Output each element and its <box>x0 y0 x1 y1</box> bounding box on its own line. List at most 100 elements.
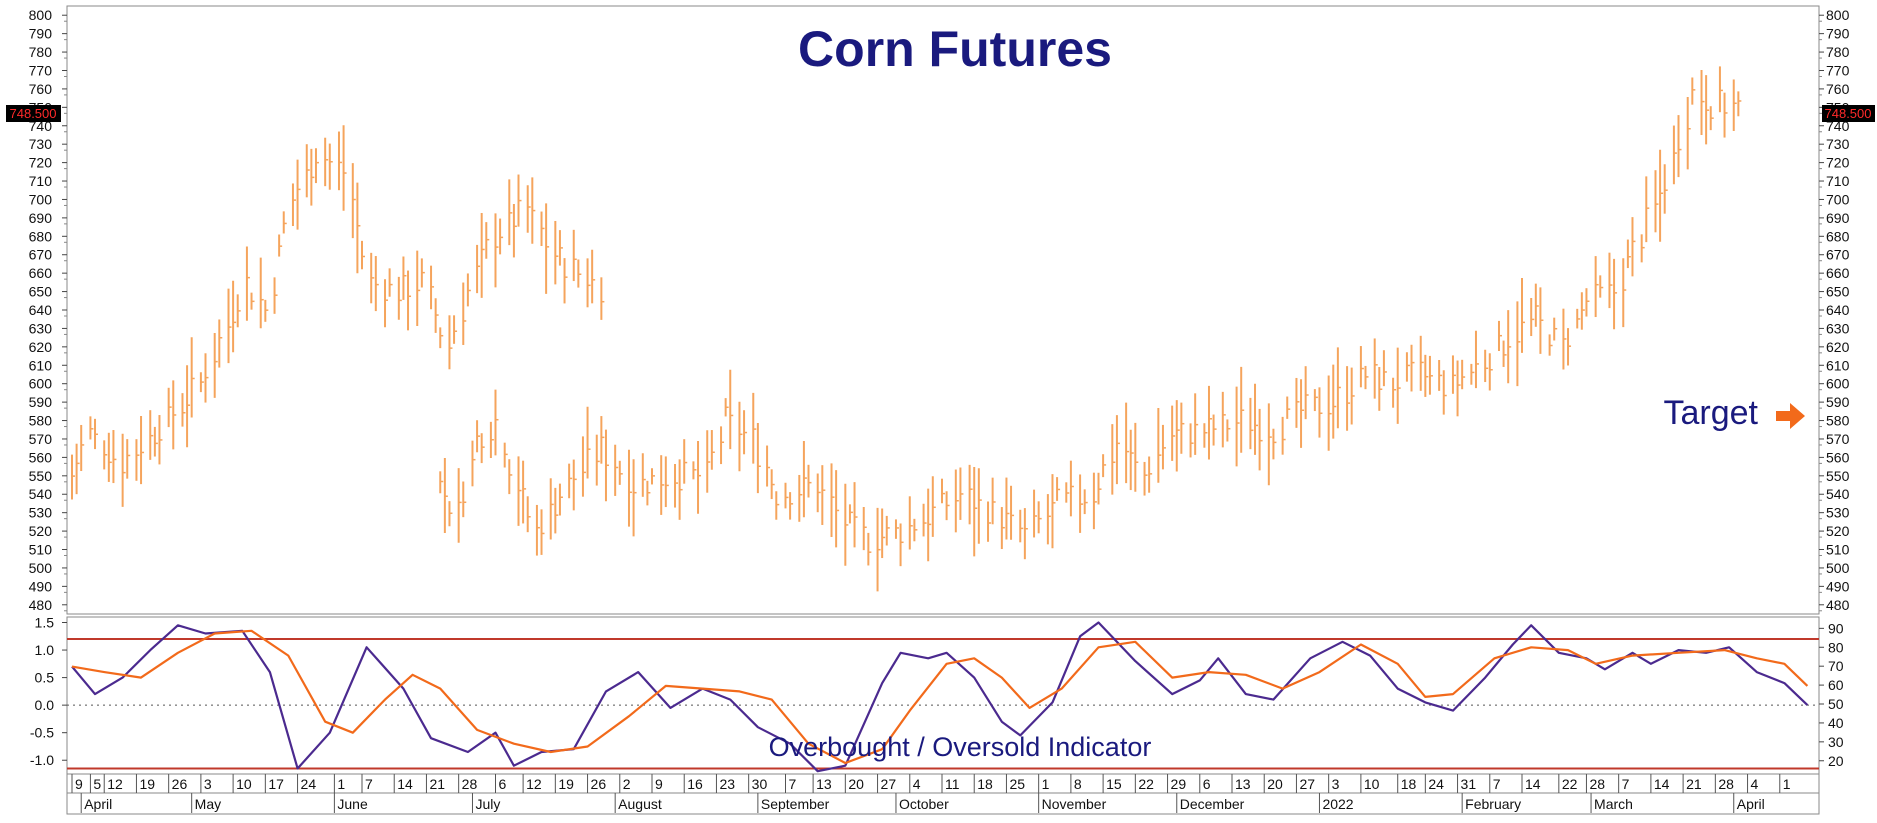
price-tick-label-right: 760 <box>1826 81 1850 97</box>
day-tick-label: 22 <box>1138 776 1154 792</box>
day-tick-label: 7 <box>788 776 796 792</box>
month-tick-label: April <box>1737 796 1765 812</box>
day-tick-label: 13 <box>1235 776 1251 792</box>
price-tick-label-left: 560 <box>29 449 53 465</box>
indicator-tick-label-right: 40 <box>1828 715 1844 731</box>
price-tick-label-left: 700 <box>29 191 53 207</box>
month-tick-label: November <box>1042 796 1107 812</box>
day-tick-label: 24 <box>301 776 317 792</box>
month-tick-label: September <box>761 796 830 812</box>
price-tick-label-left: 570 <box>29 431 53 447</box>
day-tick-label: 10 <box>236 776 252 792</box>
price-tick-label-right: 690 <box>1826 210 1850 226</box>
chart-title: Corn Futures <box>798 21 1112 77</box>
price-tick-label-left: 490 <box>29 578 53 594</box>
indicator-tick-label-left: -0.5 <box>30 725 54 741</box>
month-tick-label: March <box>1594 796 1633 812</box>
day-tick-label: 7 <box>1622 776 1630 792</box>
day-tick-label: 4 <box>1751 776 1759 792</box>
indicator-tick-label-left: -1.0 <box>30 752 54 768</box>
price-tick-label-left: 680 <box>29 228 53 244</box>
price-tick-label-right: 540 <box>1826 486 1850 502</box>
indicator-tick-label-left: 0.0 <box>35 697 55 713</box>
day-tick-label: 1 <box>1042 776 1050 792</box>
price-tick-label-left: 520 <box>29 523 53 539</box>
date-axis-frame <box>66 773 1820 815</box>
price-tick-label-left: 580 <box>29 413 53 429</box>
price-tick-label-left: 670 <box>29 247 53 263</box>
day-tick-label: 29 <box>1171 776 1187 792</box>
price-tick-label-right: 680 <box>1826 228 1850 244</box>
day-tick-label: 14 <box>397 776 413 792</box>
day-tick-label: 1 <box>1783 776 1791 792</box>
price-tick-label-right: 630 <box>1826 320 1850 336</box>
month-tick-label: February <box>1465 796 1521 812</box>
price-tick-label-left: 690 <box>29 210 53 226</box>
signal-line <box>71 629 1809 765</box>
target-arrow-icon <box>1776 403 1805 429</box>
day-tick-label: 9 <box>655 776 663 792</box>
price-tag-left: 748.500 <box>6 105 61 122</box>
month-tick-label: August <box>618 796 662 812</box>
indicator-tick-label-left: 1.0 <box>35 642 55 658</box>
day-tick-label: 19 <box>139 776 155 792</box>
price-tick-label-right: 600 <box>1826 376 1850 392</box>
day-tick-label: 7 <box>365 776 373 792</box>
price-tick-label-left: 780 <box>29 44 53 60</box>
price-tick-label-left: 800 <box>29 7 53 23</box>
day-tick-label: 5 <box>93 776 101 792</box>
price-tag-right: 748.500 <box>1822 105 1875 122</box>
month-tick-label: April <box>84 796 112 812</box>
price-tick-label-left: 590 <box>29 394 53 410</box>
day-tick-label: 13 <box>816 776 832 792</box>
day-tick-label: 22 <box>1562 776 1578 792</box>
price-tick-label-left: 650 <box>29 284 53 300</box>
day-tick-label: 18 <box>1401 776 1417 792</box>
price-tick-label-right: 550 <box>1826 468 1850 484</box>
price-tick-label-left: 510 <box>29 542 53 558</box>
day-tick-label: 21 <box>1686 776 1702 792</box>
price-tick-label-left: 540 <box>29 486 53 502</box>
indicator-tick-label-right: 90 <box>1828 620 1844 636</box>
month-tick-label: December <box>1180 796 1245 812</box>
day-tick-label: 6 <box>498 776 506 792</box>
day-tick-label: 4 <box>913 776 921 792</box>
day-tick-label: 2 <box>623 776 631 792</box>
day-tick-label: 27 <box>881 776 897 792</box>
day-tick-label: 1 <box>337 776 345 792</box>
day-tick-label: 26 <box>591 776 607 792</box>
day-tick-label: 9 <box>75 776 83 792</box>
price-tick-label-right: 640 <box>1826 302 1850 318</box>
price-tick-label-left: 550 <box>29 468 53 484</box>
price-tick-label-right: 730 <box>1826 136 1850 152</box>
price-tick-label-left: 660 <box>29 265 53 281</box>
month-tick-label: May <box>195 796 221 812</box>
price-bars <box>71 66 1742 592</box>
price-tick-label-left: 500 <box>29 560 53 576</box>
day-tick-label: 10 <box>1364 776 1380 792</box>
month-tick-label: June <box>337 796 368 812</box>
price-tick-label-left: 630 <box>29 320 53 336</box>
day-tick-label: 28 <box>1718 776 1734 792</box>
month-tick-label: 2022 <box>1322 796 1353 812</box>
price-tick-label-right: 590 <box>1826 394 1850 410</box>
price-tick-label-left: 710 <box>29 173 53 189</box>
day-tick-label: 28 <box>462 776 478 792</box>
price-tick-label-right: 780 <box>1826 44 1850 60</box>
price-tick-label-right: 610 <box>1826 357 1850 373</box>
price-tick-label-right: 770 <box>1826 62 1850 78</box>
price-axis-ticks: 480 480 490 490 500 500 510 510 520 520 530 530 540 5… <box>29 7 1850 613</box>
day-tick-label: 15 <box>1106 776 1122 792</box>
day-tick-label: 24 <box>1428 776 1444 792</box>
day-tick-label: 11 <box>945 776 960 792</box>
price-tick-label-left: 600 <box>29 376 53 392</box>
price-tick-label-right: 560 <box>1826 449 1850 465</box>
day-tick-label: 7 <box>1493 776 1501 792</box>
price-tick-label-left: 770 <box>29 62 53 78</box>
price-tick-label-right: 670 <box>1826 247 1850 263</box>
day-tick-label: 14 <box>1525 776 1541 792</box>
month-tick-label: July <box>475 796 500 812</box>
indicator-layer: 1.5 1.0 0.5 0.0 -0.5 -1.0 90 80 70 60 50 40 30 20 <box>30 615 1844 773</box>
